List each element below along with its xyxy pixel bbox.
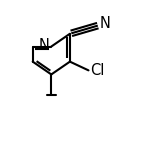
Text: Cl: Cl <box>90 63 105 78</box>
Text: N: N <box>39 38 50 54</box>
Text: N: N <box>100 16 110 31</box>
